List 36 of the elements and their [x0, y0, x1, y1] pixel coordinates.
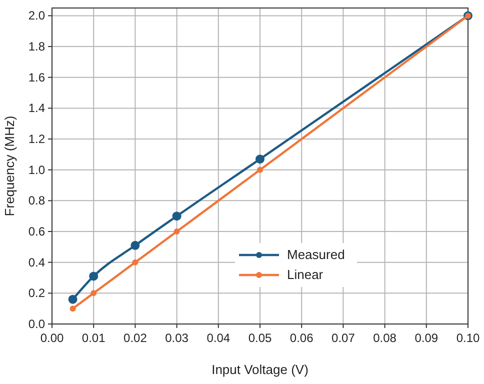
x-tick-label: 0.01	[82, 331, 106, 345]
point	[70, 306, 76, 312]
y-tick-label: 1.4	[28, 101, 46, 116]
point	[257, 166, 263, 173]
point	[130, 240, 140, 250]
x-tick-label: 0.05	[248, 331, 272, 345]
point	[90, 290, 97, 296]
x-tick-label: 0.04	[206, 331, 230, 345]
x-tick-label: 0.09	[414, 331, 438, 345]
x-tick-label: 0.06	[290, 331, 314, 345]
y-tick-label: 1.6	[28, 70, 46, 84]
y-tick-label: 0.4	[28, 255, 46, 270]
y-tick-label: 0.0	[28, 317, 46, 331]
point	[172, 212, 182, 221]
y-tick-label: 0.8	[28, 194, 46, 208]
y-tick-label: 2.0	[28, 8, 46, 23]
point	[174, 228, 180, 235]
point	[132, 259, 138, 266]
point	[89, 272, 98, 281]
y-tick-label: 0.2	[28, 286, 46, 300]
x-tick-label: 0.02	[124, 331, 148, 345]
x-tick-label: 0.07	[332, 331, 356, 345]
legend-label: Measured	[287, 247, 345, 262]
x-axis-title: Input Voltage (V)	[212, 362, 308, 377]
y-axis-title: Frequency (MHz)	[2, 116, 17, 216]
point	[256, 154, 264, 164]
x-tick-label: 0.10	[456, 331, 480, 345]
point	[68, 294, 78, 304]
x-tick-label: 0.08	[373, 331, 397, 345]
legend-label: Linear	[287, 267, 324, 282]
y-tick-label: 0.6	[28, 224, 46, 239]
y-tick-label: 1.2	[28, 132, 46, 146]
y-tick-label: 1.8	[28, 40, 46, 54]
x-tick-label: 0.00	[40, 331, 64, 345]
x-tick-label: 0.03	[165, 331, 189, 345]
y-tick-label: 1.0	[28, 162, 46, 177]
